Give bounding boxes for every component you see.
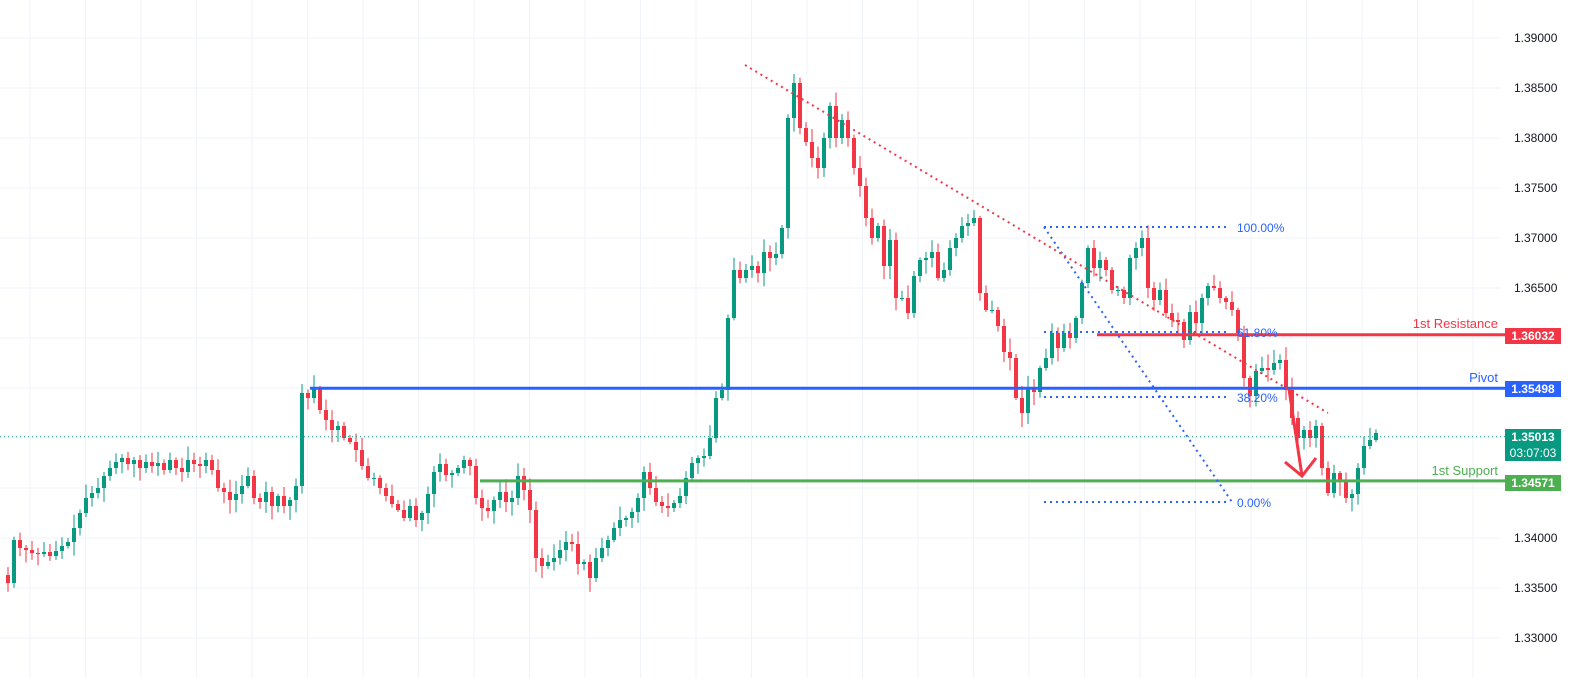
pivot-label: Pivot — [1469, 370, 1498, 385]
resistance-label: 1st Resistance — [1412, 316, 1498, 331]
y-tick-label: 1.38500 — [1514, 81, 1558, 95]
fib-level-618-label: 61.80% — [1237, 326, 1278, 340]
y-tick-label: 1.33000 — [1514, 631, 1558, 645]
support-label: 1st Support — [1431, 463, 1499, 478]
fib-level-0-label: 0.00% — [1237, 496, 1272, 510]
current-price-value: 1.35013 — [1511, 430, 1555, 444]
y-tick-label: 1.37500 — [1514, 181, 1558, 195]
candlestick-series — [6, 73, 1378, 592]
drawing-overlays — [0, 64, 1505, 503]
bar-countdown: 03:07:03 — [1509, 446, 1557, 460]
y-tick-label: 1.36500 — [1514, 281, 1558, 295]
support-price-tag: 1.34571 — [1505, 475, 1561, 491]
pivot-price-tag: 1.35498 — [1505, 381, 1561, 397]
y-tick-label: 1.34000 — [1514, 531, 1558, 545]
resistance-price-tag: 1.36032 — [1505, 328, 1561, 344]
y-tick-label: 1.39000 — [1514, 31, 1558, 45]
grid-lines — [0, 0, 1500, 678]
y-tick-label: 1.37000 — [1514, 231, 1558, 245]
fib-level-100-label: 100.00% — [1237, 221, 1285, 235]
y-tick-label: 1.33500 — [1514, 581, 1558, 595]
current-price-tag: 1.35013 03:07:03 — [1505, 429, 1561, 461]
fib-level-382-label: 38.20% — [1237, 391, 1278, 405]
y-tick-label: 1.38000 — [1514, 131, 1558, 145]
